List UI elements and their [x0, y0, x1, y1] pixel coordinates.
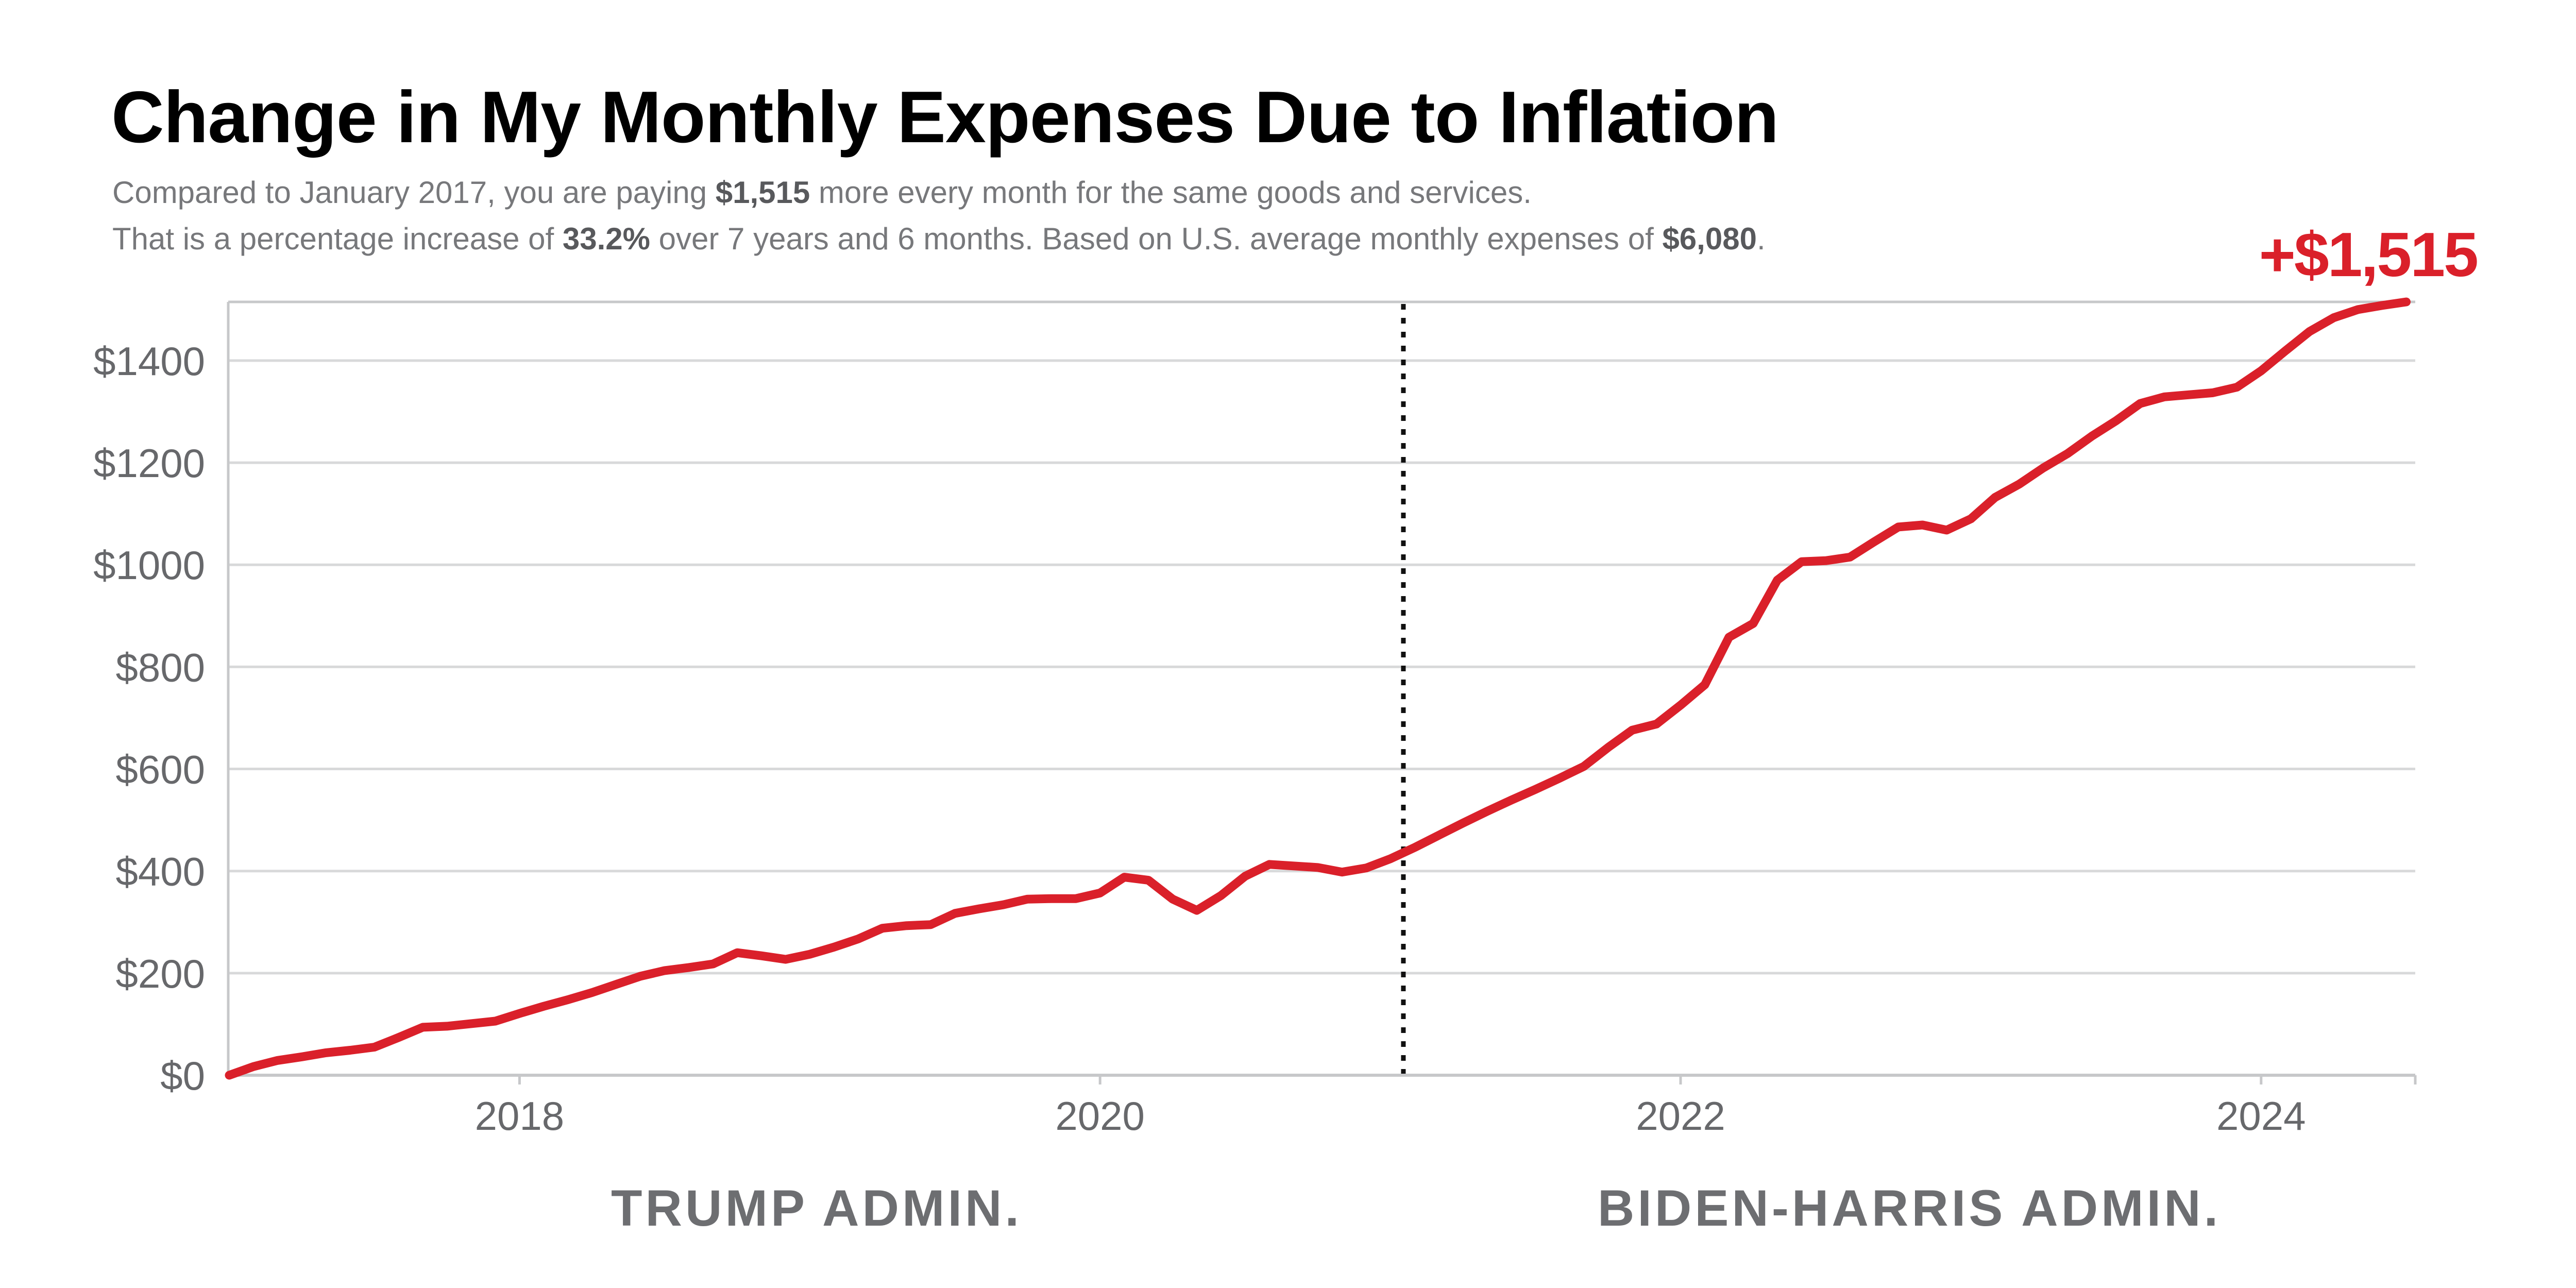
subtitle-line-1: Compared to January 2017, you are paying…	[112, 177, 1532, 208]
line-end-value-label: +$1,515	[2259, 219, 2479, 290]
subtitle-bold-percent: 33.2%	[562, 222, 650, 256]
x-tick-label-2018: 2018	[475, 1093, 565, 1139]
era-label-trump-admin: TRUMP ADMIN.	[611, 1179, 1022, 1236]
x-tick-label-2020: 2020	[1055, 1093, 1145, 1139]
y-tick-label-1200: $1200	[93, 440, 205, 486]
subtitle-text: That is a percentage increase of	[112, 222, 563, 256]
x-tick-label-2022: 2022	[1636, 1093, 1725, 1139]
expenses-line-series	[225, 297, 2411, 1080]
subtitle-text: Compared to January 2017, you are paying	[112, 175, 716, 210]
subtitle-text: over 7 years and 6 months. Based on U.S.…	[650, 222, 1663, 256]
y-tick-label-800: $800	[115, 645, 205, 690]
y-tick-label-1000: $1000	[93, 543, 205, 588]
subtitle-text: more every month for the same goods and …	[810, 175, 1532, 210]
y-tick-label-0: $0	[160, 1053, 205, 1098]
subtitle-bold-expenses: $6,080	[1662, 222, 1757, 256]
era-label-biden-harris-admin: BIDEN-HARRIS ADMIN.	[1597, 1179, 2222, 1236]
subtitle-text: .	[1756, 222, 1766, 256]
y-tick-label-600: $600	[115, 747, 205, 792]
page-title: Change in My Monthly Expenses Due to Inf…	[111, 76, 1779, 158]
y-tick-label-1400: $1400	[93, 338, 205, 384]
y-tick-label-200: $200	[115, 951, 205, 996]
y-tick-label-400: $400	[115, 849, 205, 894]
subtitle-line-2: That is a percentage increase of 33.2% o…	[112, 224, 1766, 255]
x-tick-label-2024: 2024	[2216, 1093, 2306, 1139]
subtitle-bold-amount: $1,515	[715, 175, 810, 210]
